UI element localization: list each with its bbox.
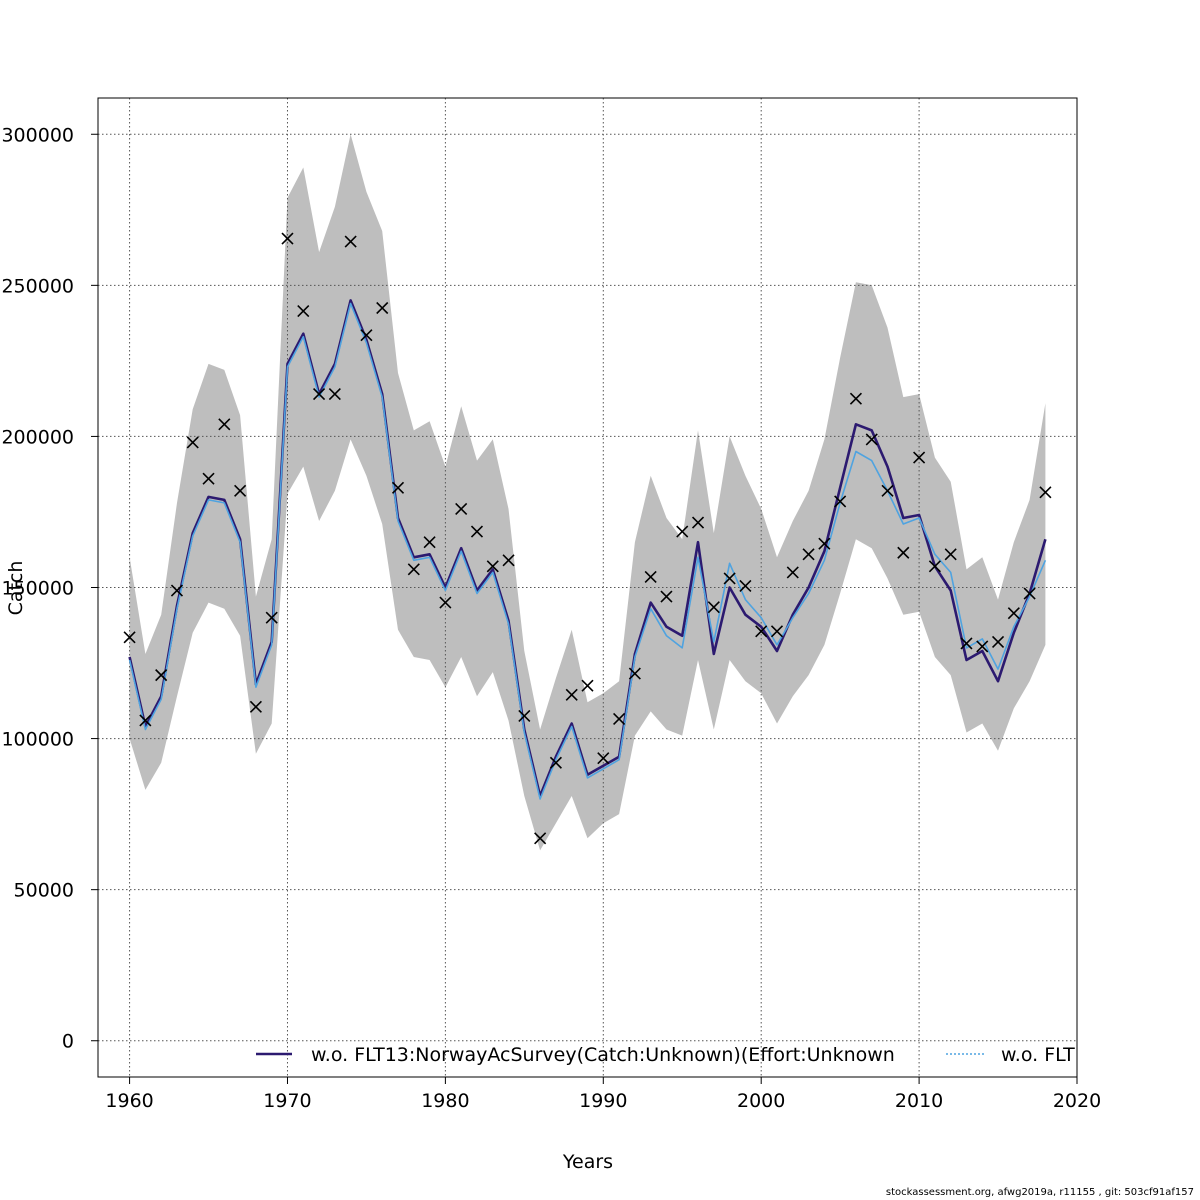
- observed-point: [486, 560, 499, 573]
- observed-point: [502, 554, 515, 567]
- observed-point: [691, 516, 705, 529]
- observed-point: [186, 436, 199, 449]
- observed-point: [123, 631, 136, 644]
- footer-note: stockassessment.org, afwg2019a, r11155 ,…: [885, 1187, 1194, 1198]
- legend: w.o. FLT13:NorwayAcSurvey(Catch:Unknown)…: [256, 1044, 1075, 1066]
- observed-point: [281, 232, 294, 245]
- observed-point: [455, 502, 468, 516]
- observed-point: [834, 495, 847, 508]
- legend-label-1: w.o. FLT13:NorwayAcSurvey(Catch:Unknown)…: [311, 1044, 895, 1066]
- x-tick-label: 1970: [263, 1090, 311, 1112]
- observed-point: [312, 388, 326, 401]
- observed-point: [328, 388, 341, 401]
- y-tick-label: 50000: [14, 880, 74, 902]
- observed-point: [518, 709, 531, 722]
- observed-point: [928, 560, 941, 573]
- observed-point: [344, 235, 357, 248]
- observed-point: [407, 563, 420, 576]
- y-tick-label: 300000: [1, 124, 74, 146]
- observed-point: [139, 714, 152, 727]
- x-tick-label: 2010: [895, 1090, 943, 1112]
- y-tick-label: 150000: [1, 578, 74, 600]
- observed-point: [423, 536, 436, 549]
- x-tick-label: 1980: [421, 1090, 469, 1112]
- y-tick-label: 100000: [1, 729, 74, 751]
- observed-point: [739, 579, 752, 593]
- x-tick-label: 2020: [1053, 1090, 1101, 1112]
- observed-point: [849, 392, 863, 405]
- observed-point: [1039, 486, 1052, 499]
- legend-label-2: w.o. FLT: [1001, 1044, 1075, 1066]
- y-tick-label: 250000: [1, 275, 74, 297]
- confidence-band: [129, 134, 1046, 851]
- observed-point: [976, 640, 989, 653]
- observed-point: [249, 700, 262, 713]
- x-tick-label: 1960: [105, 1090, 153, 1112]
- observed-point: [944, 548, 957, 561]
- observed-point: [755, 625, 768, 638]
- observed-point: [265, 611, 278, 624]
- observed-point: [676, 525, 689, 538]
- observed-point: [597, 752, 610, 765]
- observed-point: [1007, 607, 1020, 620]
- observed-point: [865, 433, 878, 446]
- observed-point: [644, 570, 657, 583]
- observed-point: [613, 712, 626, 726]
- observed-point: [802, 548, 815, 561]
- observed-point: [170, 584, 184, 597]
- observed-point: [376, 301, 389, 315]
- observed-point: [202, 472, 215, 485]
- y-tick-label: 200000: [1, 426, 74, 448]
- observed-point: [960, 637, 973, 650]
- observed-point: [818, 537, 831, 550]
- observed-point: [218, 418, 231, 431]
- observed-point: [360, 329, 373, 342]
- observed-point: [155, 669, 168, 682]
- observed-point: [628, 667, 641, 680]
- x-tick-label: 2000: [737, 1090, 785, 1112]
- observed-point: [786, 566, 799, 579]
- observed-point: [770, 625, 784, 638]
- observed-point: [534, 832, 547, 845]
- series-line-2: [128, 302, 1047, 800]
- observed-point: [723, 572, 736, 585]
- y-axis-label: Catch: [5, 561, 27, 616]
- x-tick-label: 1990: [579, 1090, 627, 1112]
- observed-point: [581, 679, 594, 692]
- observed-point: [881, 484, 894, 497]
- observed-point: [470, 525, 484, 538]
- observed-point: [234, 484, 247, 497]
- observed-point: [897, 546, 910, 559]
- y-tick-label: 0: [62, 1031, 74, 1053]
- observed-point: [549, 756, 562, 769]
- observed-point: [439, 596, 452, 609]
- observed-point: [391, 481, 405, 494]
- observed-point: [297, 304, 310, 318]
- observed-point: [707, 601, 720, 614]
- observed-point: [913, 451, 926, 464]
- observed-point: [1023, 587, 1036, 600]
- observed-point: [565, 688, 578, 701]
- observed-point: [660, 590, 673, 603]
- observed-point: [991, 635, 1005, 648]
- x-axis-label: Years: [562, 1151, 613, 1173]
